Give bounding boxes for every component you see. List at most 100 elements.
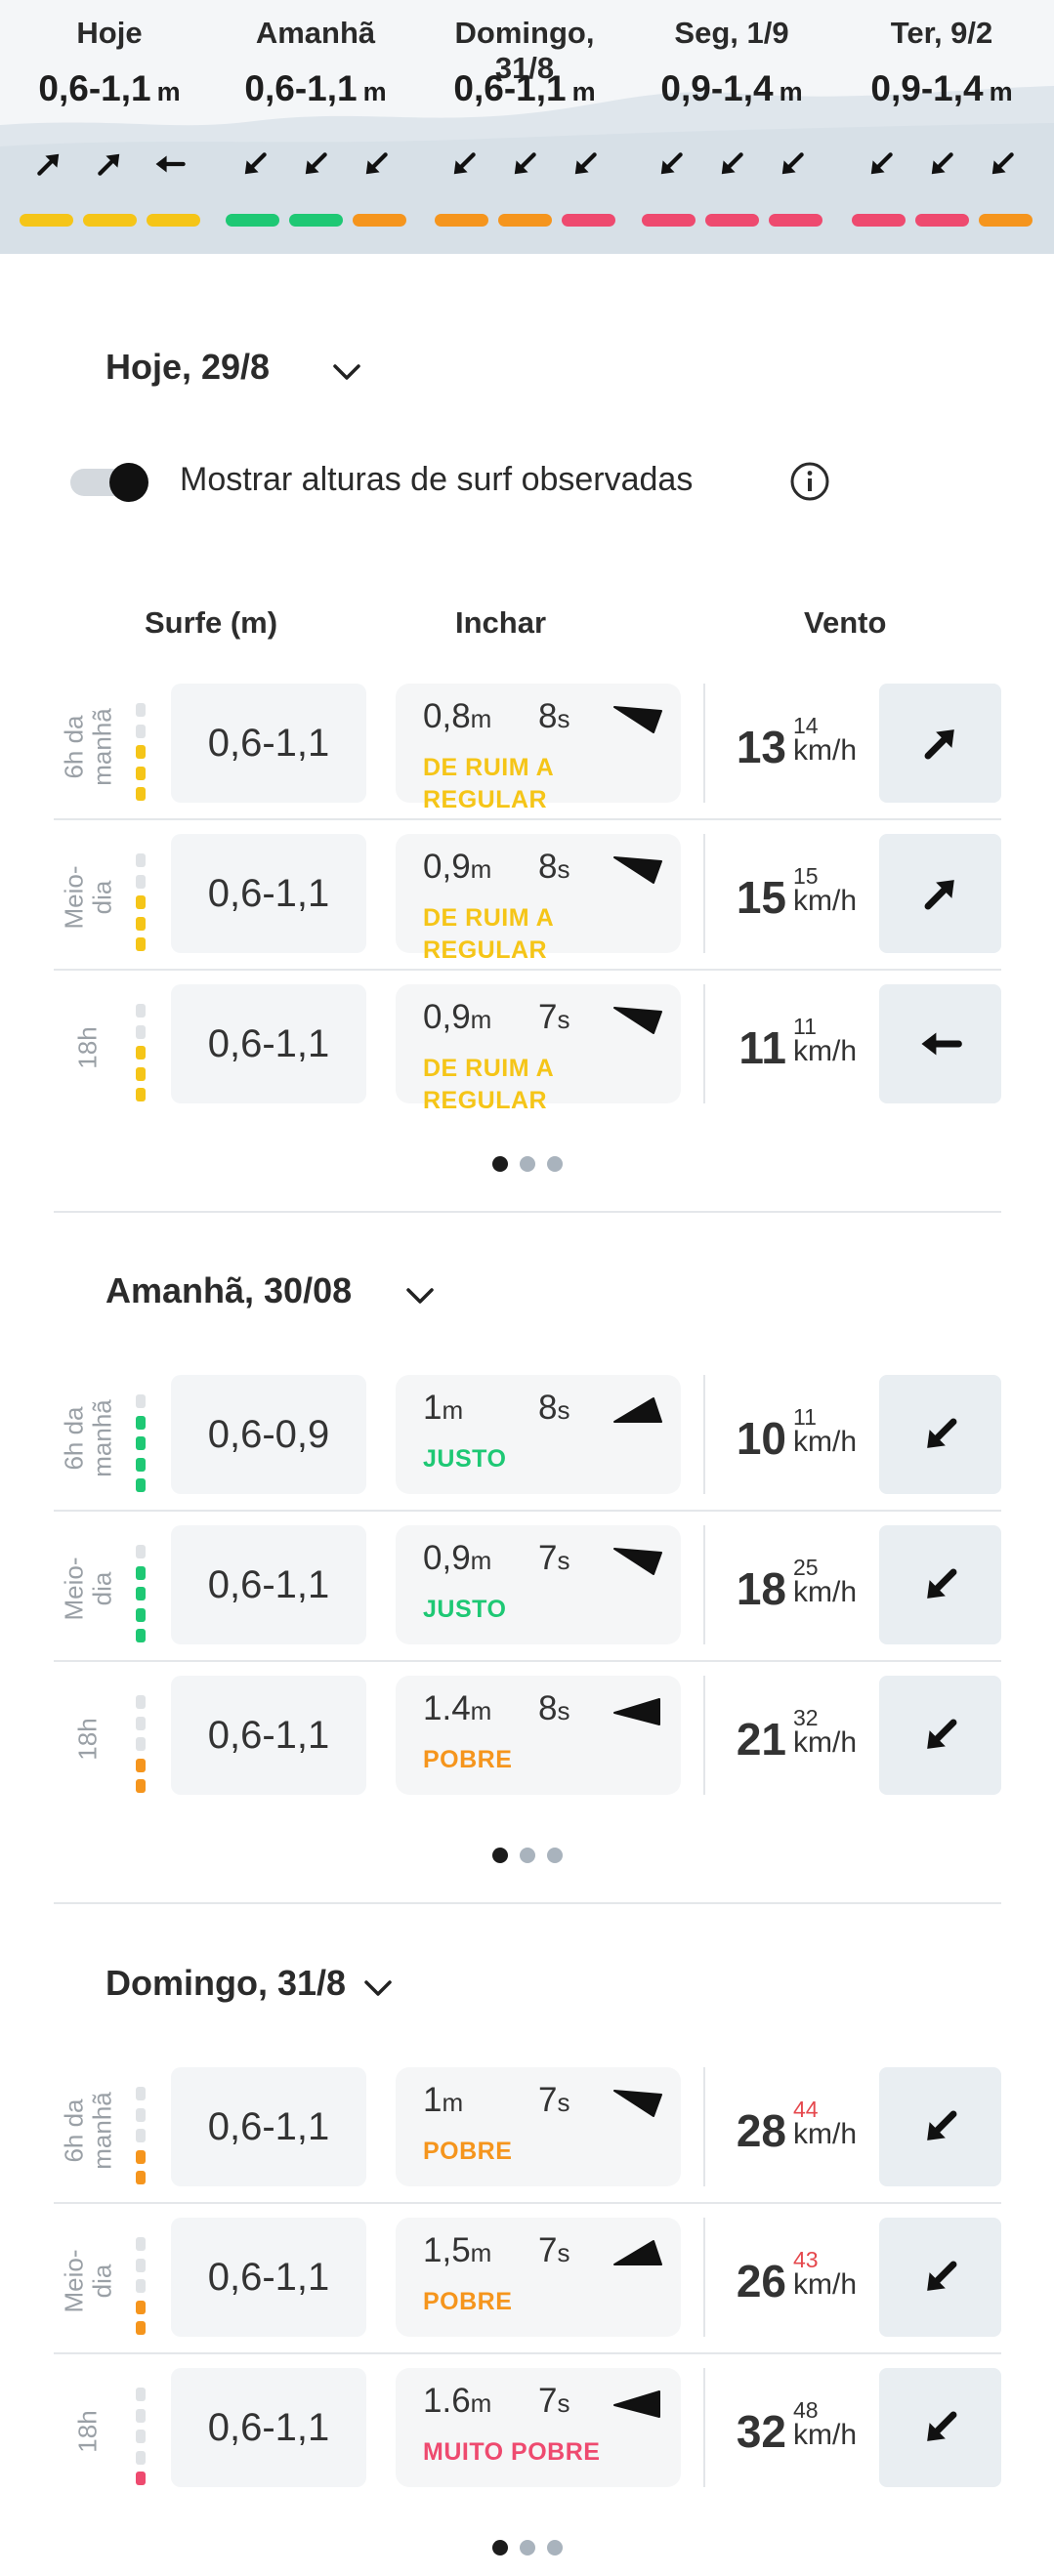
pagination-dot[interactable] xyxy=(546,2540,563,2555)
surf-height: 0,6-1,1 xyxy=(171,2218,366,2337)
swell-height-unit: m xyxy=(442,1395,464,1425)
swell-height: 0,9m xyxy=(423,1539,491,1578)
wind-arrow xyxy=(90,145,129,184)
level-segment xyxy=(136,1046,146,1059)
level-segment xyxy=(136,1066,146,1081)
swell-card: 0,8m 8s DE RUIM A REGULAR xyxy=(396,684,681,813)
rating-bar xyxy=(561,214,615,227)
level-segment xyxy=(136,2300,146,2314)
swell-period-unit: s xyxy=(557,2389,570,2418)
swell-period-value: 7 xyxy=(538,2231,558,2269)
wind-arrow xyxy=(773,145,812,184)
wind-arrow xyxy=(712,145,751,184)
level-segment xyxy=(136,916,146,931)
level-segment xyxy=(136,766,146,780)
forecast-row[interactable]: 18h 0,6-1,1 0,9m 7s DE RUIM A REGULAR 11 11 km/… xyxy=(54,984,1001,1131)
wind-gust-value: 32 xyxy=(793,1705,819,1730)
day-column[interactable]: Domingo, 31/8 0,6-1,1 m xyxy=(422,0,627,254)
wind-speed-unit: km/h xyxy=(793,734,858,767)
chevron-down-icon[interactable] xyxy=(361,1972,395,2005)
row-divider xyxy=(54,1510,1001,1512)
swell-direction-icon xyxy=(613,1397,662,1423)
wind-direction-box xyxy=(879,1375,1001,1494)
wind-speed-value: 26 xyxy=(736,2256,786,2306)
section-divider xyxy=(54,1902,1001,1904)
swell-rating: POBRE xyxy=(423,2288,513,2315)
surf-height: 0,6-1,1 xyxy=(171,2067,366,2186)
rating-bars xyxy=(839,214,1044,227)
forecast-row[interactable]: 6h da manhã 0,6-1,1 0,8m 8s DE RUIM A REGULA… xyxy=(54,684,1001,830)
arrow-down-left-icon xyxy=(870,152,893,175)
wind-direction-box xyxy=(879,834,1001,953)
day-name: Hoje xyxy=(76,16,143,50)
pagination-dots[interactable] xyxy=(0,1156,1054,1172)
wind-gust-value: 43 xyxy=(793,2247,819,2272)
pagination-dot[interactable] xyxy=(519,1156,535,1172)
swell-period: 7s xyxy=(538,1539,569,1578)
pagination-dot[interactable] xyxy=(519,1848,535,1863)
time-label: 6h da manhã xyxy=(54,2067,122,2194)
swell-card: 0,9m 7s JUSTO xyxy=(396,1525,681,1644)
wind-direction-box xyxy=(879,984,1001,1103)
swell-period-unit: s xyxy=(557,1395,570,1425)
column-header-surf: Surfe (m) xyxy=(145,605,278,640)
level-segment xyxy=(136,745,146,759)
day-name: Seg, 1/9 xyxy=(674,16,789,50)
column-separator xyxy=(703,2218,705,2337)
pagination-dot[interactable] xyxy=(546,1848,563,1863)
swell-height-value: 0,9 xyxy=(423,848,471,886)
swell-height: 1.4m xyxy=(423,1689,491,1728)
wind-speed-value: 28 xyxy=(736,2105,786,2156)
column-separator xyxy=(703,2368,705,2487)
swell-height-unit: m xyxy=(470,2389,492,2418)
swell-direction-icon xyxy=(613,2390,660,2418)
level-segment xyxy=(136,874,146,889)
pagination-dots[interactable] xyxy=(0,1848,1054,1863)
section-title[interactable]: Domingo, 31/8 xyxy=(105,1963,347,2003)
forecast-row[interactable]: 18h 0,6-1,1 1.6m 7s MUITO POBRE 32 48 km/h xyxy=(54,2368,1001,2514)
chevron-down-icon[interactable] xyxy=(403,1279,437,1312)
observed-heights-toggle[interactable] xyxy=(70,461,150,504)
day-height-unit: m xyxy=(779,77,803,106)
pagination-dot[interactable] xyxy=(491,2540,508,2555)
pagination-dot[interactable] xyxy=(491,1848,508,1863)
section-title[interactable]: Hoje, 29/8 xyxy=(105,347,271,387)
wind-speed-value: 21 xyxy=(736,1714,786,1765)
swell-period-value: 8 xyxy=(538,1389,558,1427)
day-name: Domingo, 31/8 xyxy=(454,16,595,85)
swell-height-value: 1 xyxy=(423,1389,443,1427)
section-title[interactable]: Amanhã, 30/08 xyxy=(105,1270,353,1310)
forecast-row[interactable]: Meio-dia 0,6-1,1 0,9m 7s JUSTO 18 25 km/h xyxy=(54,1525,1001,1672)
column-header-swell: Inchar xyxy=(455,605,547,640)
wind-arrow xyxy=(505,145,544,184)
swell-rating: JUSTO xyxy=(423,1445,507,1473)
forecast-row[interactable]: 18h 0,6-1,1 1.4m 8s POBRE 21 32 km/h xyxy=(54,1676,1001,1822)
forecast-row[interactable]: 6h da manhã 0,6-0,9 1m 8s JUSTO 10 11 km/h xyxy=(54,1375,1001,1521)
info-icon[interactable] xyxy=(789,461,830,502)
surf-level-indicator xyxy=(136,1545,146,1642)
forecast-row[interactable]: Meio-dia 0,6-1,1 0,9m 8s DE RUIM A REGULAR 15… xyxy=(54,834,1001,980)
column-separator xyxy=(703,684,705,803)
forecast-row[interactable]: Meio-dia 0,6-1,1 1,5m 7s POBRE 26 43 km/h xyxy=(54,2218,1001,2364)
swell-height-value: 0,9 xyxy=(423,1539,471,1577)
day-column[interactable]: Amanhã 0,6-1,1 m xyxy=(213,0,418,254)
level-segment xyxy=(136,1415,146,1430)
swell-height-value: 0,8 xyxy=(423,697,471,735)
pagination-dot[interactable] xyxy=(491,1156,508,1172)
swell-height-unit: m xyxy=(470,2238,492,2267)
pagination-dot[interactable] xyxy=(546,1156,563,1172)
day-column[interactable]: Seg, 1/9 0,9-1,4 m xyxy=(629,0,834,254)
column-separator xyxy=(703,2067,705,2186)
day-column[interactable]: Hoje 0,6-1,1 m xyxy=(7,0,212,254)
day-column[interactable]: Ter, 9/2 0,9-1,4 m xyxy=(839,0,1044,254)
rating-bar xyxy=(352,214,406,227)
pagination-dot[interactable] xyxy=(519,2540,535,2555)
level-segment xyxy=(136,1545,146,1558)
pagination-dots[interactable] xyxy=(0,2540,1054,2555)
forecast-row[interactable]: 6h da manhã 0,6-1,1 1m 7s POBRE 28 44 km/h xyxy=(54,2067,1001,2214)
swell-period-unit: s xyxy=(557,1005,570,1034)
swell-period: 8s xyxy=(538,697,569,736)
row-divider xyxy=(54,2202,1001,2204)
chevron-down-icon[interactable] xyxy=(330,355,363,389)
wind-speed: 11 11 km/h xyxy=(738,1014,904,1082)
